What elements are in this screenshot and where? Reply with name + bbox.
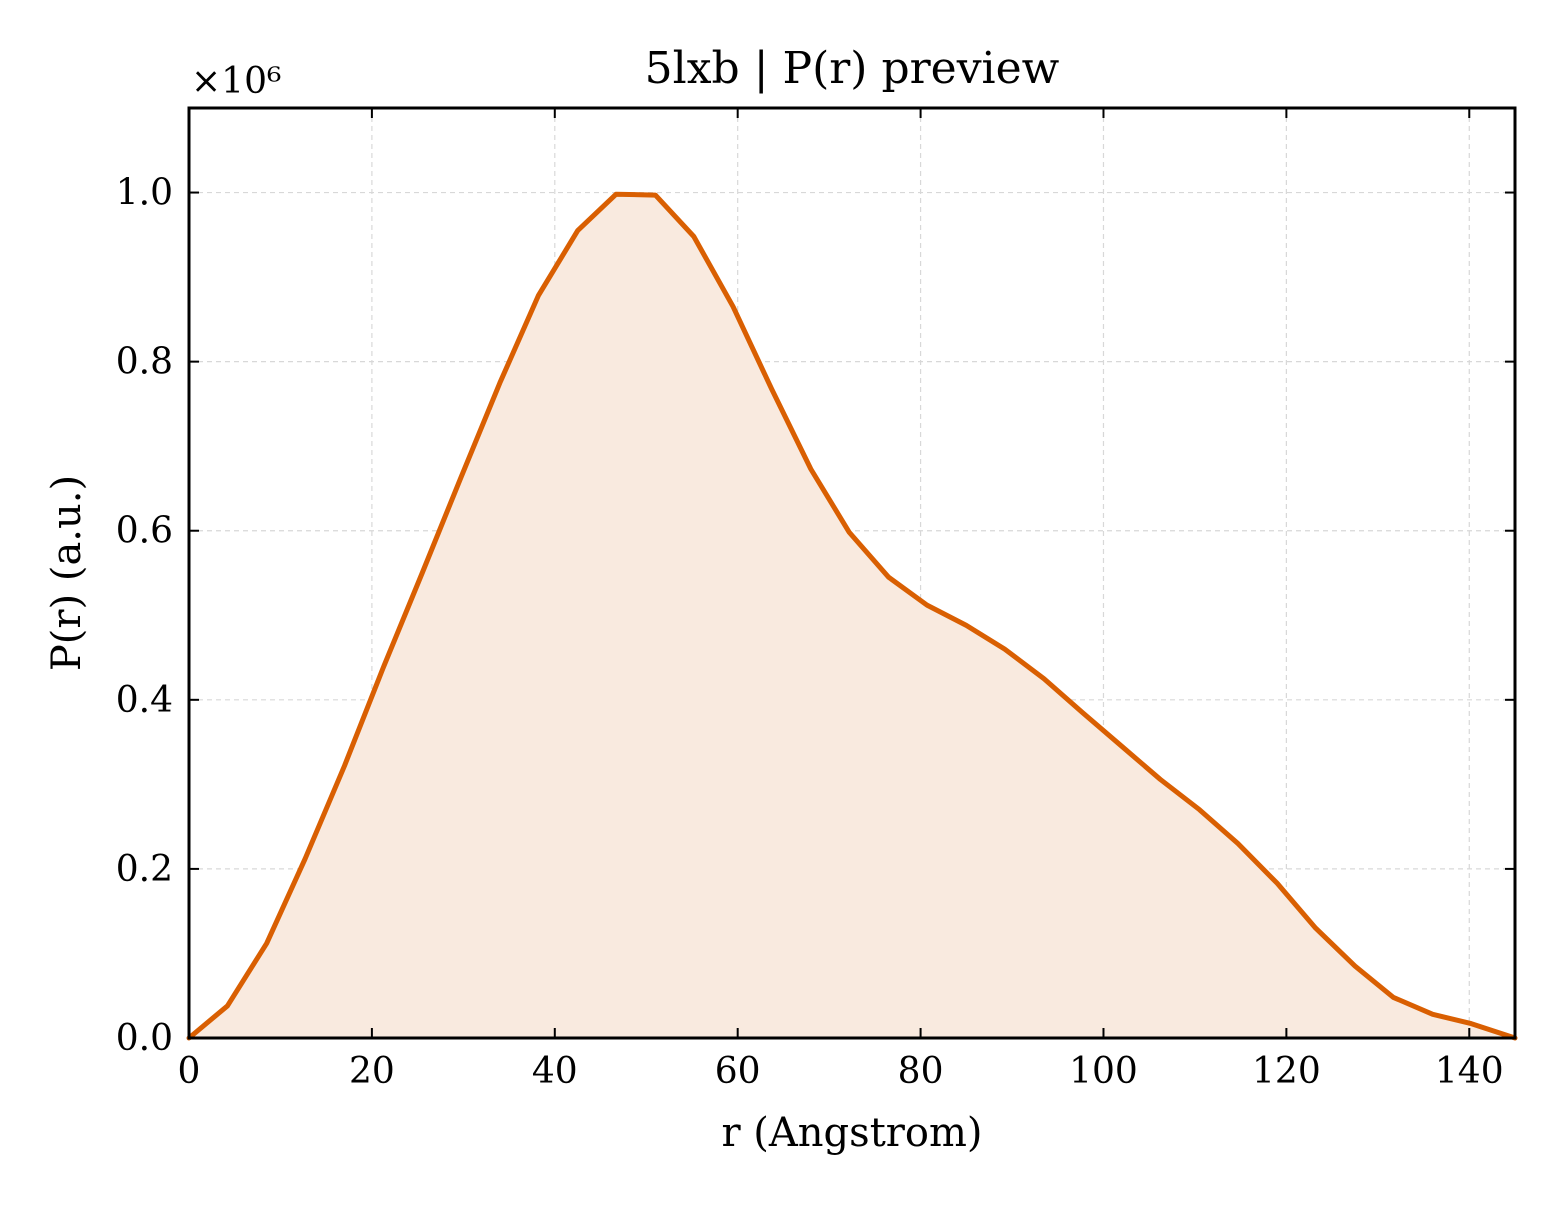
y-tick-label: 0.4 [116, 680, 173, 721]
y-tick-label: 0.6 [116, 511, 173, 552]
y-axis-title: P(r) (a.u.) [44, 475, 90, 671]
data-layer [186, 191, 1518, 1041]
x-tick-label: 120 [1252, 1051, 1321, 1092]
x-tick-label: 140 [1435, 1051, 1504, 1092]
x-tick-label: 0 [178, 1051, 201, 1092]
x-tick-label: 100 [1069, 1051, 1138, 1092]
plot-frame [187, 106, 1517, 1040]
y-tick-label: 0.0 [116, 1018, 173, 1059]
y-tick-label: 1.0 [116, 173, 173, 214]
x-tick-label: 60 [715, 1051, 761, 1092]
y-tick-label: 0.2 [116, 849, 173, 890]
pr-curve [186, 191, 1518, 1041]
ticks: 0 20 40 60 80 100 120 140 0.0 0.2 0.4 0.6 0.8 1.0 [116, 108, 1515, 1092]
x-tick-label: 80 [898, 1051, 944, 1092]
chart-title: 5lxb | P(r) preview [645, 43, 1060, 94]
x-axis-title: r (Angstrom) [721, 1110, 982, 1156]
y-tick-label: 0.8 [116, 342, 173, 383]
x-tick-label: 40 [532, 1051, 578, 1092]
x-tick-label: 20 [349, 1051, 395, 1092]
pr-area-fill [189, 194, 1515, 1038]
y-offset-text: ×10⁶ [191, 61, 281, 102]
